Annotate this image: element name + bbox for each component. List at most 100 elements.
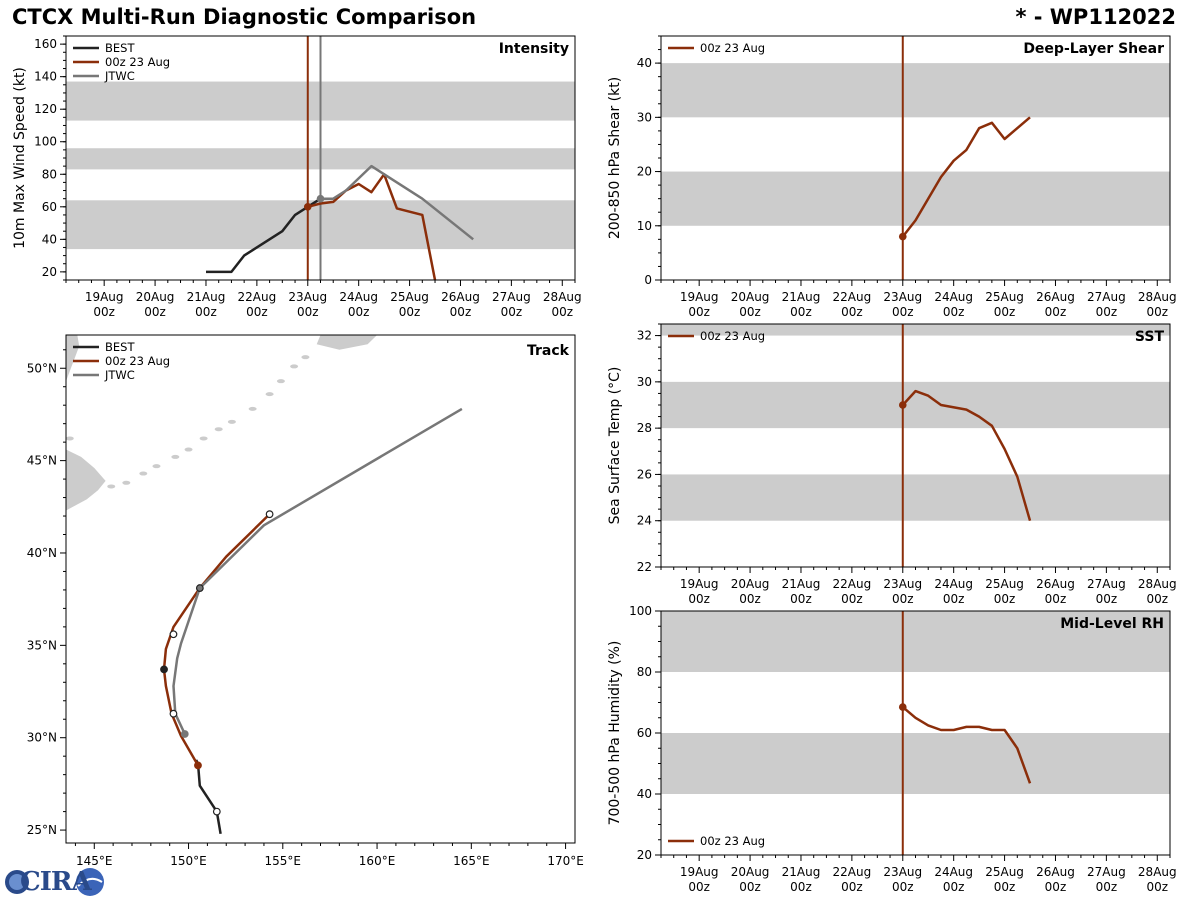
track-map-area bbox=[66, 335, 463, 835]
rh-ytick-label: 40 bbox=[637, 787, 652, 801]
sst-xtick-hour: 00z bbox=[739, 592, 761, 606]
rh-xtick-hour: 00z bbox=[1096, 880, 1118, 894]
rh-plot-area bbox=[661, 611, 1170, 855]
rh-ytick-label: 60 bbox=[637, 726, 652, 740]
rh-ytick-label: 100 bbox=[629, 604, 652, 618]
island bbox=[66, 436, 74, 441]
intensity-xtick-day: 19Aug bbox=[85, 290, 124, 304]
track-xtick-label: 160°E bbox=[359, 854, 396, 868]
track-series-run bbox=[162, 515, 269, 767]
cira-logo: CIRA bbox=[4, 866, 108, 898]
sst-xtick-hour: 00z bbox=[994, 592, 1016, 606]
intensity-xtick-day: 21Aug bbox=[187, 290, 226, 304]
shear-xtick-day: 20Aug bbox=[731, 290, 770, 304]
figure-title: CTCX Multi-Run Diagnostic Comparison bbox=[12, 5, 477, 29]
shear-ytick-label: 0 bbox=[644, 273, 652, 287]
sst-xtick-hour: 00z bbox=[1045, 592, 1067, 606]
island bbox=[69, 458, 78, 463]
track-frame bbox=[65, 334, 576, 844]
intensity-ylabel: 10m Max Wind Speed (kt) bbox=[12, 67, 28, 249]
intensity-series-run bbox=[307, 173, 437, 280]
track-xtick-label: 150°E bbox=[170, 854, 207, 868]
track-marker bbox=[212, 807, 221, 816]
sst-xtick-hour: 00z bbox=[688, 592, 710, 606]
sst-ytick-label: 32 bbox=[637, 329, 652, 343]
rh-xtick-hour: 00z bbox=[1146, 880, 1168, 894]
rh-xtick-hour: 00z bbox=[739, 880, 761, 894]
rh-xtick-day: 25Aug bbox=[985, 865, 1024, 879]
shear-xtick-day: 24Aug bbox=[934, 290, 973, 304]
rh-band bbox=[661, 611, 1170, 672]
track-legend-label: BEST bbox=[105, 340, 135, 354]
track-marker bbox=[195, 584, 204, 592]
intensity-legend-label: 00z 23 Aug bbox=[105, 55, 170, 69]
sst-xtick-hour: 00z bbox=[1146, 592, 1168, 606]
island bbox=[122, 480, 131, 485]
track-marker bbox=[160, 665, 168, 674]
shear-band bbox=[661, 171, 1170, 226]
shear-xtick-day: 21Aug bbox=[782, 290, 821, 304]
sst-band bbox=[661, 324, 1170, 336]
track-title: Track bbox=[527, 343, 570, 359]
sst-band bbox=[661, 381, 1170, 429]
intensity-series-jtwc bbox=[320, 164, 474, 241]
shear-title: Deep-Layer Shear bbox=[1023, 41, 1164, 57]
intensity-xtick-hour: 00z bbox=[246, 305, 268, 319]
shear-plot-area bbox=[661, 36, 1170, 280]
sst-xtick-day: 26Aug bbox=[1036, 577, 1075, 591]
intensity-ytick-label: 80 bbox=[42, 167, 57, 181]
intensity-xtick-hour: 00z bbox=[195, 305, 217, 319]
track-ytick-label: 35°N bbox=[27, 638, 57, 652]
intensity-xtick-hour: 00z bbox=[144, 305, 166, 319]
sst-ytick-label: 28 bbox=[637, 421, 652, 435]
intensity-xtick-day: 22Aug bbox=[238, 290, 277, 304]
intensity-ytick-label: 100 bbox=[34, 135, 57, 149]
island bbox=[248, 406, 257, 411]
intensity-xtick-hour: 00z bbox=[450, 305, 472, 319]
sst-xtick-hour: 00z bbox=[1096, 592, 1118, 606]
rh-xtick-hour: 00z bbox=[841, 880, 863, 894]
intensity-xtick-day: 26Aug bbox=[441, 290, 480, 304]
sst-xtick-day: 25Aug bbox=[985, 577, 1024, 591]
island bbox=[184, 447, 193, 452]
island bbox=[107, 484, 116, 489]
track-marker bbox=[180, 730, 189, 738]
intensity-xtick-day: 25Aug bbox=[390, 290, 429, 304]
shear-xtick-hour: 00z bbox=[1045, 305, 1067, 319]
rh-xtick-hour: 00z bbox=[994, 880, 1016, 894]
rh-xtick-hour: 00z bbox=[892, 880, 914, 894]
track-ytick-label: 40°N bbox=[27, 546, 57, 560]
sst-xtick-day: 23Aug bbox=[883, 577, 922, 591]
shear-xtick-day: 19Aug bbox=[680, 290, 719, 304]
rh-xtick-day: 19Aug bbox=[680, 865, 719, 879]
cira-logo-icon bbox=[5, 868, 104, 896]
rh-xtick-day: 28Aug bbox=[1138, 865, 1177, 879]
sst-xtick-day: 24Aug bbox=[934, 577, 973, 591]
track-marker bbox=[169, 709, 178, 718]
shear-legend-label: 00z 23 Aug bbox=[700, 41, 765, 55]
island bbox=[139, 471, 148, 476]
shear-xtick-hour: 00z bbox=[688, 305, 710, 319]
rh-marker-run bbox=[898, 703, 907, 711]
rh-xtick-day: 26Aug bbox=[1036, 865, 1075, 879]
shear-xtick-hour: 00z bbox=[790, 305, 812, 319]
shear-xtick-day: 28Aug bbox=[1138, 290, 1177, 304]
rh-xtick-hour: 00z bbox=[1045, 880, 1067, 894]
track-ytick-label: 25°N bbox=[27, 823, 57, 837]
shear-xtick-hour: 00z bbox=[943, 305, 965, 319]
rh-band bbox=[661, 733, 1170, 794]
intensity-ytick-label: 140 bbox=[34, 70, 57, 84]
track-xtick-label: 170°E bbox=[547, 854, 584, 868]
track-xtick-label: 155°E bbox=[265, 854, 302, 868]
sst-panel: 22242628303219Aug00z20Aug00z21Aug00z22Au… bbox=[607, 323, 1177, 606]
sst-frame bbox=[660, 323, 1171, 568]
rh-ylabel: 700-500 hPa Humidity (%) bbox=[607, 641, 623, 826]
shear-series-run bbox=[901, 116, 1031, 238]
sst-ytick-label: 26 bbox=[637, 467, 652, 481]
shear-xtick-hour: 00z bbox=[892, 305, 914, 319]
shear-xtick-day: 23Aug bbox=[883, 290, 922, 304]
intensity-legend-label: BEST bbox=[105, 41, 135, 55]
rh-xtick-day: 23Aug bbox=[883, 865, 922, 879]
rh-legend-label: 00z 23 Aug bbox=[700, 834, 765, 848]
track-legend-label: 00z 23 Aug bbox=[105, 354, 170, 368]
